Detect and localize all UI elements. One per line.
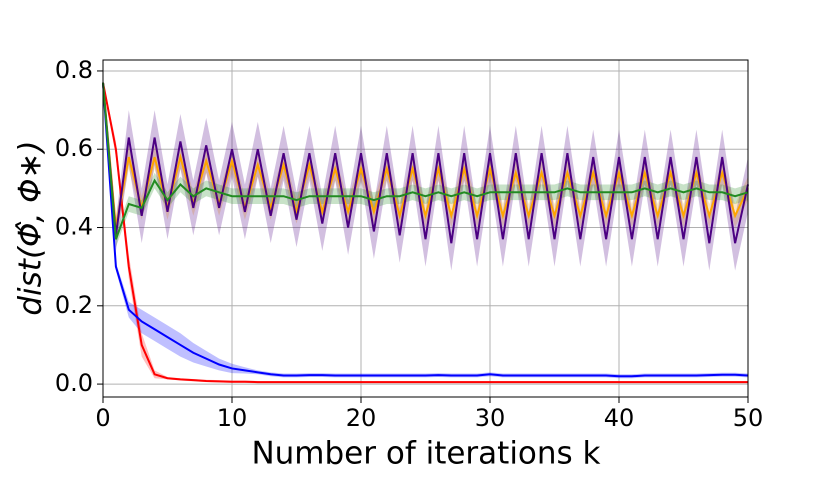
x-tick-label: 0 [95,404,110,432]
x-axis-label: Number of iterations k [251,436,600,472]
series-line [102,82,749,244]
series-line [102,82,749,240]
series-line [102,82,748,384]
y-tick-label: 0.4 [55,213,93,241]
x-tick-label: 10 [217,404,248,432]
y-tick-label: 0.0 [55,369,93,397]
y-tick-label: 0.2 [55,291,93,319]
y-tick-label: 0.6 [55,134,93,162]
error-band [103,80,748,379]
x-tick-label: 30 [475,404,506,432]
y-axis-label: dist(Φ̂, Φ∗) [13,140,49,315]
series-line [102,82,749,378]
x-tick-label: 50 [733,404,764,432]
plot-frame [102,59,749,398]
error-band [103,78,748,271]
y-tick-label: 0.8 [55,56,93,84]
x-tick-label: 40 [604,404,635,432]
x-tick-label: 20 [346,404,377,432]
